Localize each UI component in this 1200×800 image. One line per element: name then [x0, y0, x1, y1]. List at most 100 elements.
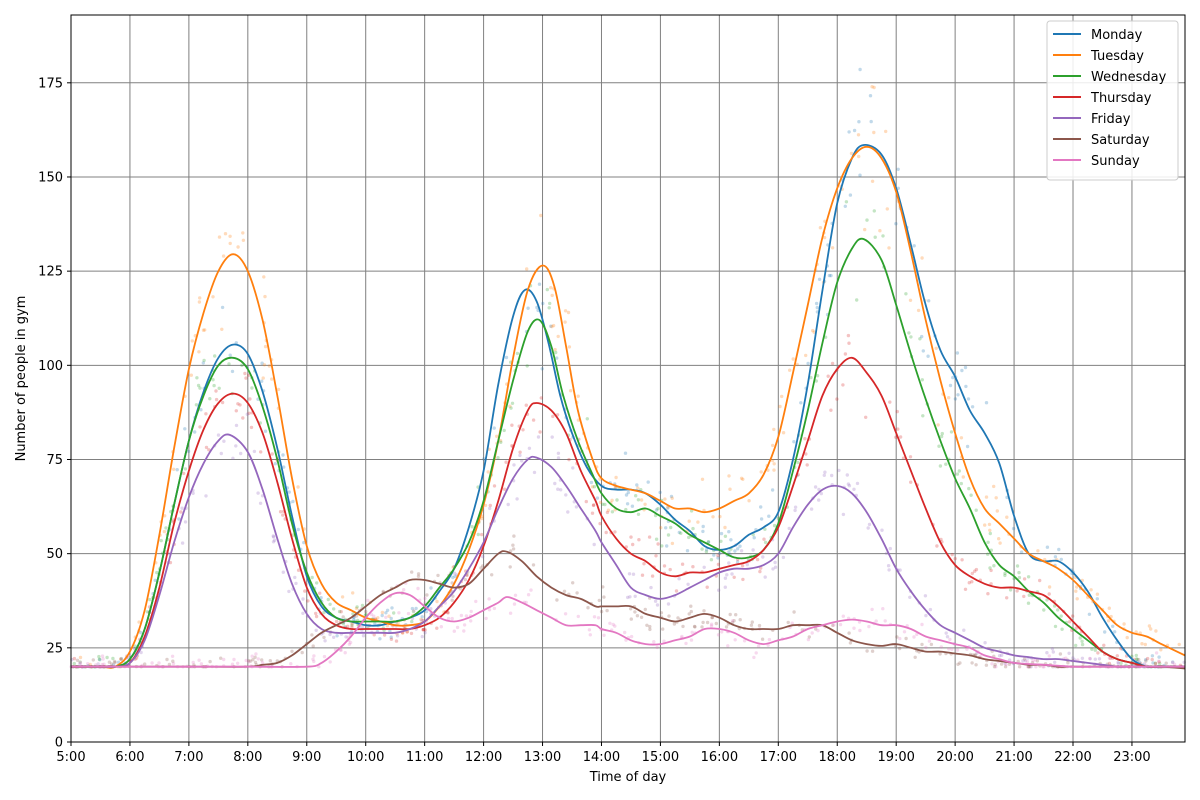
scatter-point — [394, 639, 399, 643]
scatter-point — [648, 627, 652, 632]
scatter-point — [957, 469, 961, 473]
scatter-point — [310, 633, 314, 637]
scatter-point — [605, 608, 609, 613]
legend-box — [1046, 20, 1179, 181]
scatter-point — [343, 651, 347, 655]
scatter-point — [929, 642, 934, 647]
scatter-point — [236, 661, 240, 665]
scatter-point — [817, 277, 822, 281]
scatter-point — [940, 431, 944, 436]
scatter-point — [155, 570, 159, 575]
scatter-point — [646, 480, 650, 484]
scatter-point — [796, 460, 800, 465]
scatter-point — [1015, 589, 1019, 593]
scatter-point — [243, 371, 247, 376]
scatter-point — [509, 549, 513, 553]
scatter-point — [1042, 608, 1046, 612]
scatter-point — [525, 267, 529, 271]
scatter-point — [248, 659, 253, 663]
scatter-point — [950, 647, 954, 651]
scatter-point — [390, 606, 394, 610]
scatter-point — [281, 453, 285, 457]
scatter-point — [258, 501, 263, 505]
scatter-point — [633, 610, 637, 614]
scatter-point — [526, 593, 531, 597]
scatter-point — [450, 581, 454, 585]
scatter-point — [654, 508, 659, 512]
scatter-point — [1011, 526, 1016, 531]
scatter-point — [679, 531, 683, 535]
scatter-point — [421, 627, 426, 632]
scatter-point — [751, 548, 755, 552]
scatter-point — [592, 503, 596, 507]
scatter-point — [819, 491, 823, 496]
scatter-point — [1144, 658, 1148, 662]
scatter-point — [913, 655, 917, 659]
scatter-point — [830, 246, 835, 250]
scatter-point — [938, 652, 942, 656]
scatter-point — [259, 450, 263, 454]
scatter-point — [484, 616, 488, 621]
scatter-point — [639, 615, 644, 619]
scatter-point — [989, 582, 993, 586]
scatter-point — [452, 571, 457, 575]
scatter-point — [249, 425, 254, 430]
scatter-point — [446, 611, 450, 615]
scatter-point — [508, 565, 512, 569]
scatter-point — [251, 658, 255, 662]
scatter-point — [234, 444, 238, 448]
scatter-point — [282, 465, 286, 469]
scatter-point — [888, 400, 892, 404]
scatter-point — [1038, 578, 1042, 583]
scatter-point — [495, 434, 499, 438]
scatter-point — [549, 324, 553, 328]
scatter-point — [670, 496, 674, 500]
scatter-point — [907, 331, 911, 335]
scatter-point — [1103, 630, 1107, 634]
scatter-point — [234, 423, 239, 428]
scatter-point — [170, 654, 175, 658]
scatter-point — [351, 591, 355, 595]
scatter-point — [709, 622, 714, 626]
scatter-point — [1140, 642, 1144, 646]
scatter-point — [944, 462, 948, 466]
scatter-point — [220, 400, 225, 405]
scatter-point — [462, 629, 466, 633]
scatter-point — [872, 85, 876, 90]
scatter-point — [382, 633, 387, 637]
scatter-point — [487, 597, 491, 601]
scatter-point — [1057, 547, 1061, 552]
scatter-point — [884, 129, 888, 134]
scatter-point — [938, 464, 943, 468]
scatter-point — [631, 572, 636, 576]
series-line-wednesday — [70, 237, 1185, 669]
scatter-point — [831, 623, 835, 628]
scatter-point — [739, 549, 744, 553]
scatter-point — [157, 661, 161, 665]
scatter-point — [98, 658, 102, 662]
scatter-point — [380, 613, 384, 618]
scatter-point — [208, 397, 212, 401]
scatter-point — [611, 622, 615, 627]
scatter-point — [702, 609, 706, 613]
scatter-point — [1153, 661, 1158, 665]
scatter-point — [100, 654, 105, 658]
scatter-point — [1019, 550, 1024, 554]
scatter-point — [420, 615, 424, 619]
scatter-point — [823, 470, 827, 474]
scatter-point — [1157, 660, 1161, 664]
scatter-point — [241, 231, 245, 235]
scatter-point — [492, 484, 497, 488]
scatter-point — [208, 659, 212, 664]
scatter-point — [983, 641, 987, 645]
scatter-point — [287, 589, 291, 594]
scatter-point — [845, 473, 849, 477]
scatter-point — [271, 540, 276, 544]
scatter-point — [987, 522, 992, 527]
scatter-point — [314, 614, 319, 619]
scatter-point — [689, 609, 693, 614]
scatter-point — [254, 652, 258, 656]
scatter-point — [849, 151, 854, 156]
scatter-point — [835, 397, 839, 401]
